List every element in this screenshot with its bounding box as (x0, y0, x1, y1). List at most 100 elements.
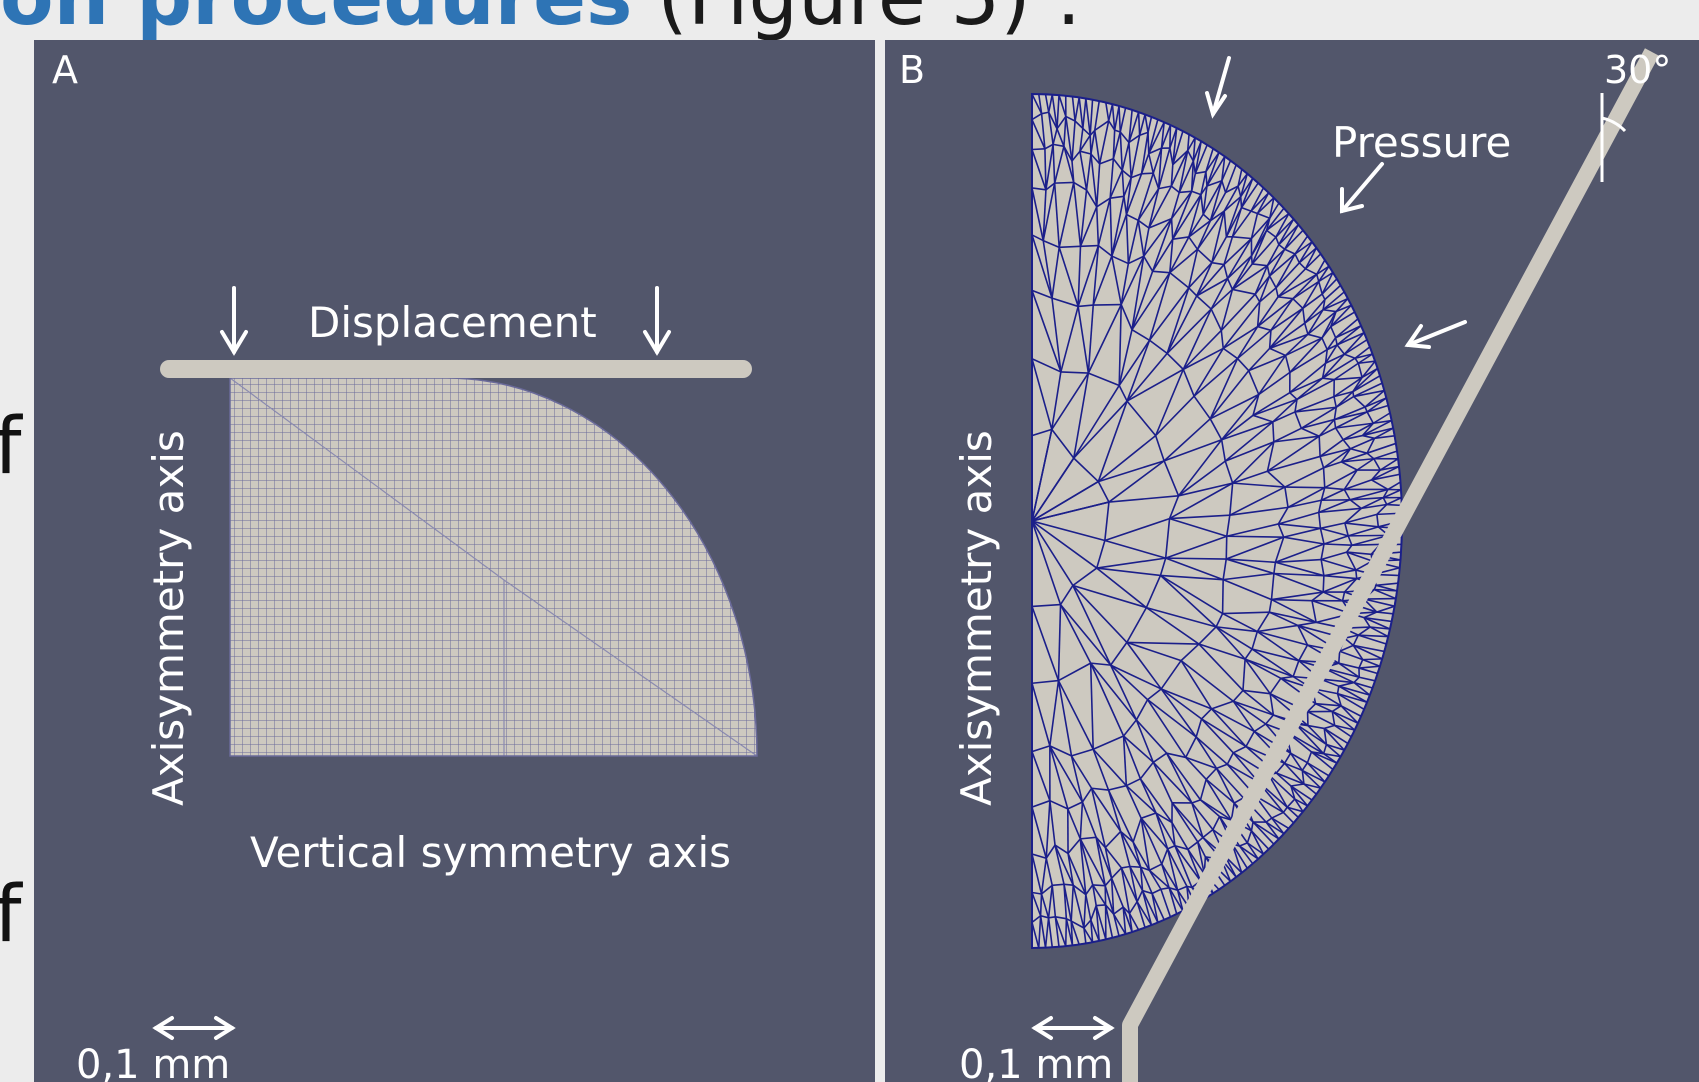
mesh-edge (1354, 346, 1371, 359)
mesh-edge (1363, 598, 1395, 607)
mesh-edge (1275, 213, 1290, 238)
mesh-edge (1304, 247, 1318, 270)
mesh-edge (1071, 150, 1081, 162)
mesh-edge (1294, 399, 1298, 413)
mesh-edge (1354, 353, 1373, 360)
mesh-edge (1252, 394, 1260, 416)
mesh-edge (1072, 884, 1087, 896)
mesh-edge (1283, 536, 1325, 545)
mesh-edge (1054, 844, 1065, 885)
mesh-edge (1148, 217, 1172, 229)
mesh-edge (1311, 600, 1317, 623)
inclined-wall (1122, 48, 1660, 1082)
mesh-edge (1196, 248, 1213, 264)
mesh-edge (1170, 192, 1181, 219)
mesh-edge (1239, 845, 1259, 860)
mesh-edge (1323, 569, 1356, 577)
mesh-edge (1284, 486, 1325, 489)
mesh-edge (1108, 784, 1127, 791)
mesh-edge (1098, 120, 1110, 165)
mesh-edge (1338, 662, 1360, 669)
mesh-edge (1090, 130, 1096, 155)
mesh-edge (1319, 439, 1344, 458)
mesh-edge (1092, 748, 1110, 791)
mesh-edge (1333, 376, 1363, 398)
mesh-edge (1048, 916, 1056, 919)
mesh-edge (1131, 272, 1171, 331)
mesh-edge (1152, 172, 1160, 189)
mesh-edge (1306, 751, 1313, 764)
mesh-edge (1221, 414, 1254, 441)
mesh-edge (1032, 922, 1040, 948)
mesh-edge (1297, 621, 1317, 627)
mesh-edge (1273, 435, 1320, 443)
mesh-edge (1338, 662, 1360, 678)
mesh-edge (1136, 901, 1153, 926)
mesh-edge (1333, 407, 1338, 420)
mesh-edge (1371, 473, 1400, 481)
mesh-edge (1335, 422, 1374, 429)
mesh-edge (1287, 486, 1326, 509)
mesh-edge (1112, 158, 1123, 171)
mesh-edge (1324, 284, 1342, 301)
mesh-edge (1056, 95, 1060, 129)
mesh-edge (1323, 574, 1357, 580)
mesh-edge (1202, 185, 1208, 215)
mesh-edge (1163, 418, 1211, 462)
mesh-edge (1326, 337, 1337, 351)
mesh-edge (1088, 372, 1120, 387)
mesh-edge (1316, 265, 1330, 275)
mesh-edge (1277, 523, 1285, 538)
mesh-edge (1344, 507, 1362, 524)
mesh-edge (1220, 330, 1225, 349)
mesh-edge (1160, 660, 1182, 690)
mesh-edge (1148, 287, 1190, 341)
mesh-edge (1119, 131, 1124, 171)
mesh-edge (1067, 853, 1075, 886)
mesh-edge (1274, 536, 1285, 563)
mesh-edge (1340, 705, 1359, 724)
mesh-edge (1154, 435, 1165, 462)
mesh-edge (1200, 185, 1208, 196)
mesh-edge (1122, 735, 1142, 780)
mesh-edge (1140, 817, 1169, 850)
mesh-edge (1248, 370, 1260, 395)
mesh-edge (1301, 770, 1305, 785)
mesh-edge (1331, 710, 1356, 731)
mesh-edge (1379, 458, 1399, 471)
mesh-edge (1059, 245, 1081, 249)
mesh-edge (1268, 774, 1288, 808)
mesh-edge (1374, 434, 1395, 440)
mesh-edge (1284, 355, 1291, 373)
mesh-edge (1169, 272, 1190, 289)
mesh-edge (1139, 761, 1154, 780)
mesh-edge (1073, 457, 1099, 483)
mesh-edge (1073, 385, 1120, 459)
mesh-edge (1042, 239, 1060, 249)
mesh-edge (1331, 711, 1336, 726)
mesh-edge (1351, 543, 1381, 547)
mesh-edge (1032, 149, 1047, 191)
mesh-edge (1246, 842, 1264, 855)
mesh-edge (1074, 120, 1084, 130)
mesh-edge (1338, 685, 1368, 703)
mesh-edge (1270, 573, 1275, 600)
mesh-edge (1089, 662, 1125, 737)
mesh-edge (1322, 308, 1337, 313)
mesh-edge (1090, 662, 1111, 666)
mesh-edge (1147, 116, 1153, 133)
mesh-edge (1287, 806, 1304, 813)
mesh-edge (1239, 173, 1249, 197)
mesh-edge (1194, 144, 1208, 174)
mesh-edge (1236, 326, 1259, 359)
mesh-edge (1322, 299, 1326, 310)
mesh-edge (1342, 439, 1352, 450)
mesh-edge (1063, 883, 1074, 886)
mesh-edge (1366, 442, 1397, 454)
mesh-edge (1294, 241, 1313, 255)
mesh-edge (1307, 703, 1317, 713)
mesh-edge (1271, 817, 1285, 835)
mesh-edge (1097, 400, 1128, 482)
figure-panel-b: B Pressure 30° Axisymmetry axis 0,1 mm (885, 40, 1699, 1082)
mesh-edge (1054, 916, 1067, 947)
